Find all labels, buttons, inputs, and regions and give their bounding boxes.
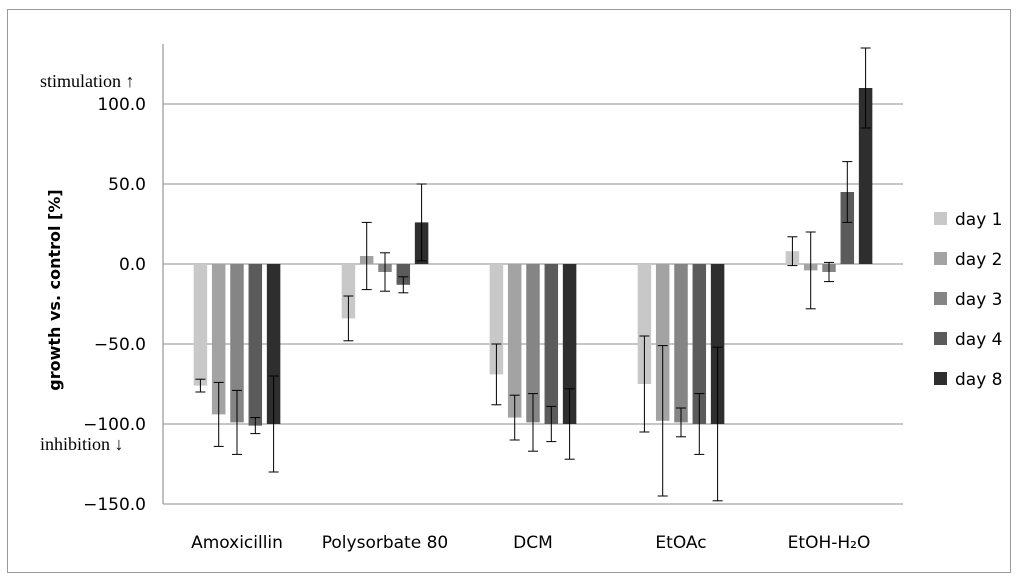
stimulation-annotation: stimulation ↑ <box>40 71 135 91</box>
bar-day-4 <box>840 192 855 264</box>
y-tick-label: 100.0 <box>97 95 146 115</box>
bar-day-4 <box>544 264 559 424</box>
legend-swatch <box>934 212 947 225</box>
category-label: Amoxicillin <box>191 533 283 553</box>
bar-day-3 <box>674 264 688 423</box>
bar-day-2 <box>507 264 522 418</box>
x-category-labels: Amoxicillin Polysorbate 80 DCM EtOAc EtOH-H₂… <box>191 533 870 553</box>
bar-day-4 <box>248 264 263 426</box>
bar-day-2 <box>655 264 670 421</box>
category-label: Polysorbate 80 <box>322 533 448 553</box>
y-tick-label: 0.0 <box>119 255 146 275</box>
legend-swatch <box>934 372 947 385</box>
bars <box>193 88 873 426</box>
y-tick-label: −100.0 <box>83 415 146 435</box>
bar-day-2 <box>211 264 226 415</box>
bar-day-8 <box>858 88 873 264</box>
bar-day-4 <box>692 264 707 424</box>
legend-label: day 8 <box>955 370 1003 390</box>
bar-day-1 <box>341 264 356 319</box>
y-axis-label: growth vs. control [%] <box>45 189 64 390</box>
bar-day-8 <box>710 264 725 424</box>
inhibition-annotation: inhibition ↓ <box>40 434 124 454</box>
bar-day-3 <box>526 264 540 423</box>
error-bars <box>195 47 871 502</box>
legend-swatch <box>934 332 947 345</box>
legend-swatch <box>934 252 947 265</box>
legend-label: day 1 <box>955 210 1003 230</box>
bar-day-8 <box>562 264 577 424</box>
bar-day-8 <box>266 264 281 424</box>
category-label: DCM <box>513 533 553 553</box>
legend-label: day 4 <box>955 330 1003 350</box>
category-label: EtOAc <box>655 533 706 553</box>
bar-day-1 <box>193 264 208 386</box>
y-tick-label: 50.0 <box>108 175 146 195</box>
legend-label: day 2 <box>955 250 1003 270</box>
legend: day 1 day 2 day 3 day 4 day 8 <box>934 210 1003 390</box>
legend-label: day 3 <box>955 290 1003 310</box>
legend-swatch <box>934 292 947 305</box>
gridlines <box>163 103 903 505</box>
category-label: EtOH-H₂O <box>788 533 871 553</box>
bar-day-3 <box>230 264 244 423</box>
bar-day-1 <box>489 264 504 375</box>
bar-day-1 <box>637 264 652 384</box>
bar-day-4 <box>396 264 411 285</box>
y-tick-label: −150.0 <box>83 495 146 515</box>
y-tick-labels: 100.0 50.0 0.0 −50.0 −100.0 −150.0 <box>83 95 146 515</box>
chart-frame <box>7 9 1011 573</box>
y-tick-label: −50.0 <box>94 335 146 355</box>
